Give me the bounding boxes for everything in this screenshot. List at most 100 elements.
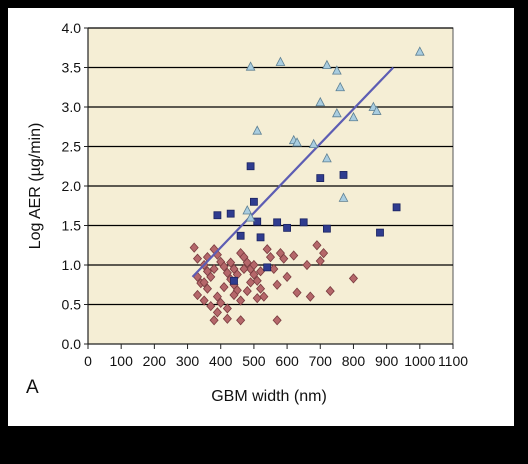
triangle-point — [322, 59, 332, 70]
diamond-point — [256, 266, 266, 277]
x-tick-label: 100 — [110, 353, 134, 369]
diamond-point — [272, 279, 282, 290]
diamond-point — [212, 291, 222, 302]
y-tick-label: 1.5 — [62, 218, 82, 234]
diamond-point — [222, 267, 232, 279]
square-point — [250, 197, 258, 206]
diamond-point — [212, 307, 222, 318]
triangle-series — [242, 46, 425, 222]
y-tick-label: 2.0 — [62, 178, 82, 194]
square-point — [392, 203, 401, 212]
diamond-point — [226, 257, 236, 268]
diamond-point — [302, 259, 312, 271]
axes — [84, 27, 454, 349]
x-tick-label: 800 — [342, 353, 366, 369]
square-point — [283, 223, 291, 232]
diamond-point — [236, 315, 246, 326]
square-point — [253, 217, 262, 226]
triangle-point — [348, 111, 359, 122]
triangle-point — [242, 205, 253, 215]
x-tick-labels: 0 100 200 300 400 500 600 700 800 900 1000 1100 — [84, 353, 468, 369]
diamond-point — [209, 263, 219, 275]
triangle-point — [322, 152, 332, 163]
diamond-point — [219, 282, 229, 293]
diamond-series — [189, 240, 358, 326]
diamond-point — [289, 250, 299, 261]
diamond-point — [315, 255, 325, 267]
square-point — [236, 231, 245, 240]
diamond-point — [239, 263, 249, 275]
square-point — [323, 224, 331, 233]
square-point — [246, 162, 255, 171]
triangle-point — [275, 56, 286, 66]
diamond-point — [249, 259, 259, 271]
x-tick-label: 300 — [176, 353, 200, 369]
diamond-point — [229, 289, 239, 301]
diamond-point — [199, 295, 209, 306]
y-tick-label: 3.0 — [62, 99, 82, 115]
diamond-point — [199, 277, 209, 288]
diamond-point — [262, 244, 272, 255]
square-point — [263, 263, 272, 272]
diamond-point — [246, 277, 256, 288]
y-tick-label: 4.0 — [62, 20, 82, 36]
diamond-point — [202, 283, 212, 294]
triangle-point — [338, 192, 349, 202]
square-point — [339, 171, 348, 179]
diamond-point — [256, 283, 266, 294]
triangle-point — [371, 105, 382, 115]
x-tick-label: 700 — [309, 353, 333, 369]
triangle-point — [315, 96, 326, 107]
square-point — [316, 174, 325, 183]
y-axis-title: Log AER (µg/min) — [27, 123, 44, 250]
diamond-point — [259, 291, 269, 302]
y-tick-label: 3.5 — [62, 60, 82, 76]
square-point — [226, 209, 235, 218]
triangle-point — [335, 81, 346, 92]
square-point — [273, 218, 282, 227]
x-axis-title: GBM width (nm) — [211, 388, 327, 405]
x-tick-label: 1000 — [404, 353, 435, 369]
diamond-point — [325, 285, 335, 297]
square-series — [213, 162, 401, 285]
x-tick-label: 0 — [84, 353, 92, 369]
square-point — [230, 276, 238, 285]
diamond-point — [216, 297, 226, 309]
panel-letter: A — [26, 377, 39, 398]
diamond-point — [229, 263, 239, 275]
diamond-point — [279, 253, 289, 264]
diamond-point — [292, 287, 302, 298]
diamond-point — [282, 271, 292, 282]
grid-lines — [88, 27, 453, 306]
trend-line — [191, 66, 395, 278]
triangle-point — [332, 107, 342, 118]
x-tick-label: 900 — [375, 353, 399, 369]
y-tick-label: 0.5 — [62, 297, 82, 313]
y-tick-label: 1.0 — [62, 257, 82, 273]
diamond-point — [222, 313, 232, 324]
diamond-point — [206, 271, 216, 282]
diamond-point — [192, 289, 203, 301]
y-tick-label: 0.0 — [62, 336, 82, 352]
x-tick-label: 500 — [242, 353, 266, 369]
x-tick-label: 200 — [143, 353, 167, 369]
diamond-point — [252, 293, 262, 304]
triangle-point — [308, 138, 319, 149]
y-tick-labels: 0.0 0.5 1.0 1.5 2.0 2.5 3.0 3.5 4.0 — [62, 20, 82, 352]
y-tick-label: 2.5 — [62, 139, 82, 155]
triangle-point — [245, 212, 256, 222]
diamond-point — [192, 253, 203, 264]
diamond-point — [222, 303, 232, 314]
diamond-point — [348, 273, 358, 284]
diamond-point — [265, 251, 276, 263]
diamond-point — [312, 240, 322, 251]
diamond-point — [242, 285, 252, 297]
triangle-point — [414, 46, 425, 56]
diamond-point — [305, 291, 315, 302]
x-tick-label: 1100 — [438, 353, 468, 369]
diamond-point — [189, 242, 199, 253]
diamond-point — [269, 263, 279, 275]
triangle-point — [245, 61, 256, 71]
diamond-point — [249, 269, 259, 280]
x-tick-label: 400 — [209, 353, 233, 369]
